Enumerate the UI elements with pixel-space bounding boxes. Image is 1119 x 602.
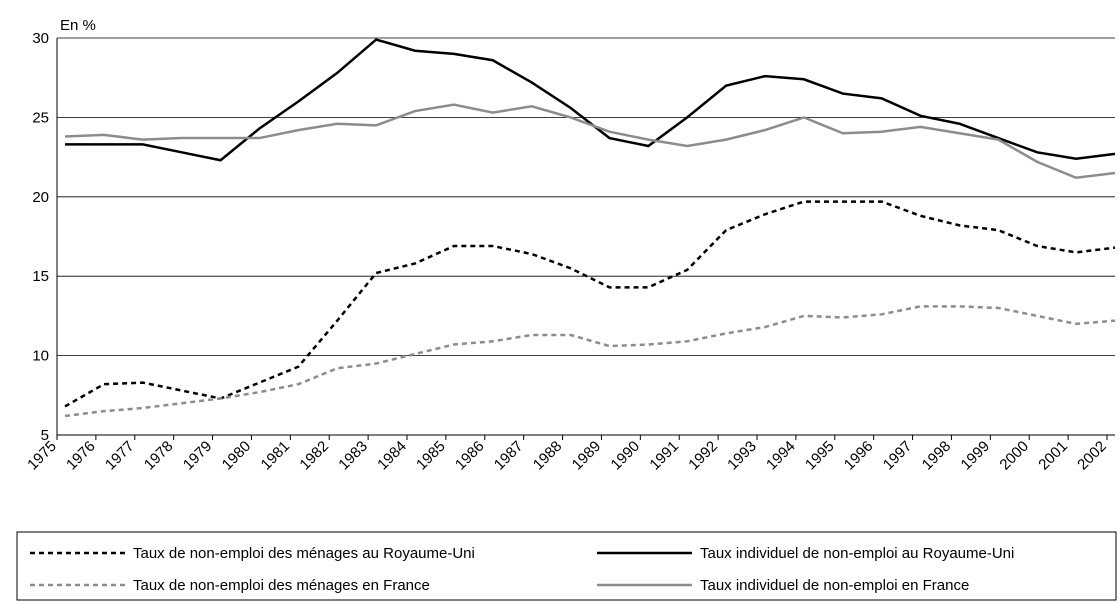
x-tick-label: 1988 [530, 438, 566, 474]
x-tick-label: 1996 [841, 438, 877, 474]
x-tick-label: 2002 [1074, 438, 1110, 474]
x-tick-label: 1986 [452, 438, 488, 474]
x-tick-label: 1997 [880, 438, 916, 474]
x-tick-label: 1978 [141, 438, 177, 474]
x-tick-label: 1993 [724, 438, 760, 474]
x-tick-label: 1989 [569, 438, 605, 474]
y-tick-label: 20 [32, 189, 49, 206]
legend-label: Taux individuel de non-emploi en France [700, 577, 969, 594]
x-tick-label: 1979 [180, 438, 216, 474]
x-tick-label: 1980 [219, 438, 255, 474]
x-tick-label: 1976 [63, 438, 99, 474]
x-tick-label: 1990 [608, 438, 644, 474]
x-tick-label: 1985 [413, 438, 449, 474]
x-tick-label: 1981 [258, 438, 294, 474]
x-tick-label: 1983 [335, 438, 371, 474]
x-tick-label: 1999 [958, 438, 994, 474]
x-tick-label: 2000 [996, 438, 1032, 474]
x-tick-label: 1992 [685, 438, 721, 474]
series-line [64, 103, 1116, 180]
x-tick-label: 1998 [919, 438, 955, 474]
legend-label: Taux individuel de non-emploi au Royaume… [700, 545, 1014, 562]
x-tick-label: 1987 [491, 438, 527, 474]
series-line [64, 305, 1116, 418]
x-tick-label: 1977 [102, 438, 138, 474]
legend-label: Taux de non-emploi des ménages en France [133, 577, 430, 594]
y-axis-label: En % [60, 17, 96, 34]
series-line [65, 38, 1116, 162]
x-tick-label: 2001 [1035, 438, 1071, 474]
series-line [64, 200, 1116, 408]
x-tick-label: 1994 [763, 438, 799, 474]
x-tick-label: 1982 [296, 438, 332, 474]
legend-box [16, 531, 1117, 601]
y-tick-label: 25 [32, 109, 49, 126]
x-tick-label: 1991 [646, 438, 682, 474]
y-tick-label: 30 [32, 30, 49, 47]
legend-label: Taux de non-emploi des ménages au Royaum… [133, 545, 475, 562]
y-tick-label: 5 [41, 427, 49, 444]
y-tick-label: 15 [32, 268, 49, 285]
x-tick-label: 1975 [24, 438, 60, 474]
x-tick-label: 1984 [374, 438, 410, 474]
y-tick-label: 10 [32, 348, 49, 365]
x-tick-label: 1995 [802, 438, 838, 474]
